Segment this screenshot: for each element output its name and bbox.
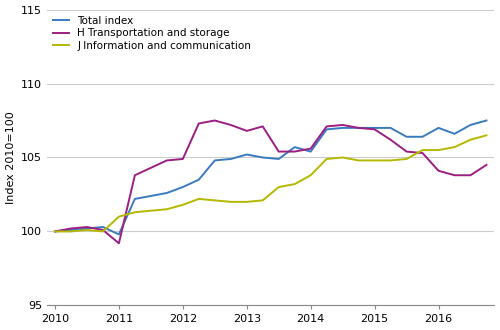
Line: J Information and communication: J Information and communication	[55, 135, 486, 231]
H Transportation and storage	[276, 149, 281, 153]
J Information and communication	[404, 157, 409, 161]
Total index	[148, 194, 154, 198]
H Transportation and storage	[228, 123, 234, 127]
Total index	[388, 126, 394, 130]
Total index	[132, 197, 138, 201]
H Transportation and storage	[388, 138, 394, 142]
J Information and communication	[372, 158, 378, 162]
H Transportation and storage	[196, 121, 202, 125]
J Information and communication	[292, 182, 298, 186]
H Transportation and storage	[340, 123, 345, 127]
J Information and communication	[100, 229, 106, 233]
J Information and communication	[356, 158, 362, 162]
Legend: Total index, H Transportation and storage, J Information and communication: Total index, H Transportation and storag…	[50, 13, 254, 54]
H Transportation and storage	[436, 169, 442, 173]
H Transportation and storage	[116, 241, 122, 245]
H Transportation and storage	[468, 173, 473, 177]
J Information and communication	[132, 210, 138, 214]
H Transportation and storage	[164, 158, 170, 162]
J Information and communication	[84, 228, 90, 232]
Total index	[372, 126, 378, 130]
Line: Total index: Total index	[55, 120, 486, 234]
Total index	[420, 135, 426, 139]
Total index	[484, 118, 490, 122]
J Information and communication	[452, 145, 458, 149]
Total index	[436, 126, 442, 130]
J Information and communication	[52, 229, 58, 233]
Total index	[468, 123, 473, 127]
Total index	[180, 185, 186, 189]
H Transportation and storage	[52, 229, 58, 233]
H Transportation and storage	[180, 157, 186, 161]
H Transportation and storage	[260, 124, 266, 128]
H Transportation and storage	[356, 126, 362, 130]
H Transportation and storage	[148, 166, 154, 170]
Total index	[228, 157, 234, 161]
Total index	[52, 229, 58, 233]
J Information and communication	[244, 200, 250, 204]
Total index	[68, 228, 74, 232]
Total index	[276, 157, 281, 161]
J Information and communication	[164, 207, 170, 211]
H Transportation and storage	[404, 149, 409, 153]
Total index	[196, 178, 202, 182]
Total index	[404, 135, 409, 139]
H Transportation and storage	[420, 151, 426, 155]
H Transportation and storage	[452, 173, 458, 177]
J Information and communication	[420, 148, 426, 152]
Total index	[340, 126, 345, 130]
J Information and communication	[340, 155, 345, 159]
J Information and communication	[468, 138, 473, 142]
H Transportation and storage	[68, 226, 74, 230]
J Information and communication	[212, 198, 218, 202]
Total index	[324, 127, 330, 131]
Total index	[164, 191, 170, 195]
Y-axis label: Index 2010=100: Index 2010=100	[6, 111, 16, 204]
Total index	[260, 155, 266, 159]
Line: H Transportation and storage: H Transportation and storage	[55, 120, 486, 243]
H Transportation and storage	[292, 149, 298, 153]
H Transportation and storage	[484, 163, 490, 167]
H Transportation and storage	[308, 147, 314, 150]
Total index	[84, 226, 90, 230]
Total index	[116, 232, 122, 236]
J Information and communication	[260, 198, 266, 202]
J Information and communication	[180, 203, 186, 207]
J Information and communication	[324, 157, 330, 161]
J Information and communication	[436, 148, 442, 152]
Total index	[244, 152, 250, 156]
Total index	[356, 126, 362, 130]
J Information and communication	[484, 133, 490, 137]
J Information and communication	[276, 185, 281, 189]
H Transportation and storage	[100, 228, 106, 232]
J Information and communication	[68, 229, 74, 233]
Total index	[100, 225, 106, 229]
J Information and communication	[148, 209, 154, 213]
J Information and communication	[308, 173, 314, 177]
Total index	[292, 145, 298, 149]
Total index	[452, 132, 458, 136]
H Transportation and storage	[132, 173, 138, 177]
Total index	[308, 149, 314, 153]
Total index	[212, 158, 218, 162]
H Transportation and storage	[212, 118, 218, 122]
H Transportation and storage	[372, 127, 378, 131]
J Information and communication	[116, 215, 122, 219]
H Transportation and storage	[84, 225, 90, 229]
H Transportation and storage	[324, 124, 330, 128]
J Information and communication	[228, 200, 234, 204]
J Information and communication	[388, 158, 394, 162]
H Transportation and storage	[244, 129, 250, 133]
J Information and communication	[196, 197, 202, 201]
